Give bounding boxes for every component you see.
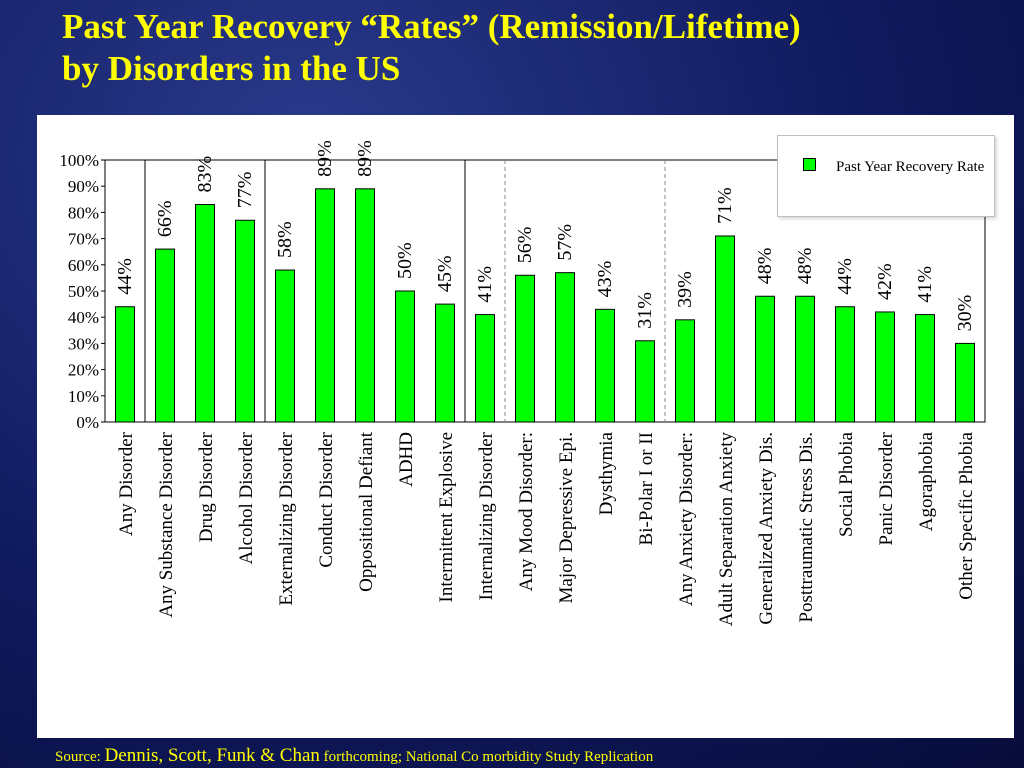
category-label: Generalized Anxiety Dis. <box>756 432 777 625</box>
category-label: Other Specific Phobia <box>956 431 977 599</box>
data-label: 41% <box>914 266 936 303</box>
category-label: Oppositional Defiant <box>356 431 377 592</box>
category-label: Conduct Disorder <box>316 431 337 567</box>
y-tick-label: 100% <box>59 151 99 170</box>
bar <box>755 295 775 423</box>
legend-swatch <box>803 158 816 171</box>
data-label: 44% <box>114 258 136 295</box>
data-label: 83% <box>194 156 216 193</box>
chart-panel: 0% 10% 20% 30% 40% 50% 60% 70% 80% 90% 100% 44% Any … <box>37 115 1014 738</box>
legend-label: Past Year Recovery Rate <box>836 159 985 175</box>
category-label: Social Phobia <box>836 431 857 537</box>
data-label: 56% <box>514 227 536 264</box>
bar <box>315 188 335 423</box>
bar <box>275 269 295 423</box>
category-label: Any Substance Disorder <box>156 431 177 617</box>
bar <box>675 319 695 423</box>
category-label: Agoraphobia <box>916 431 937 531</box>
bar <box>435 303 455 423</box>
category-label: Drug Disorder <box>196 431 217 542</box>
bar <box>195 204 215 423</box>
category-label: ADHD <box>396 432 417 487</box>
bar <box>835 306 855 423</box>
y-tick-label: 10% <box>68 387 99 406</box>
bar <box>875 311 895 423</box>
slide-title: Past Year Recovery “Rates” (Remission/Li… <box>62 6 1012 90</box>
source-citation: Source: Dennis, Scott, Funk & Chan forth… <box>55 745 653 767</box>
data-label: 71% <box>714 187 736 224</box>
category-label: Externalizing Disorder <box>276 431 297 605</box>
bar <box>635 340 655 423</box>
bar <box>475 314 495 423</box>
data-label: 58% <box>274 221 296 258</box>
category-label: Bi-Polar I or II <box>636 432 657 545</box>
bar-chart: 0% 10% 20% 30% 40% 50% 60% 70% 80% 90% 100% 44% Any … <box>59 140 986 627</box>
data-label: 43% <box>594 261 616 298</box>
category-label: Intermittent Explosive <box>436 432 457 602</box>
category-label: Any Disorder <box>116 431 137 536</box>
y-tick-label: 30% <box>68 334 99 353</box>
data-label: 45% <box>434 255 456 292</box>
data-label: 66% <box>154 200 176 237</box>
bar <box>515 274 535 423</box>
y-tick-label: 50% <box>68 282 99 301</box>
y-tick-label: 80% <box>68 203 99 222</box>
bar <box>595 308 615 423</box>
y-tick-label: 90% <box>68 177 99 196</box>
data-label: 89% <box>314 140 336 177</box>
data-label: 89% <box>354 140 376 177</box>
title-line-2: by Disorders in the US <box>62 49 401 88</box>
data-label: 41% <box>474 266 496 303</box>
category-label: Dysthymia <box>596 431 617 515</box>
chart-legend: Past Year Recovery Rate <box>777 135 995 217</box>
data-label: 44% <box>834 258 856 295</box>
data-label: 42% <box>874 263 896 300</box>
y-tick-label: 20% <box>68 361 99 380</box>
bar <box>555 272 575 423</box>
data-label: 77% <box>234 172 256 209</box>
category-label: Any Anxiety Disorder: <box>676 432 697 606</box>
y-tick-label: 40% <box>68 308 99 327</box>
source-prefix: Source: <box>55 749 101 765</box>
data-label: 31% <box>634 292 656 329</box>
category-label: Major Depressive Epi. <box>556 432 577 603</box>
source-rest: forthcoming; National Co morbidity Study… <box>323 749 654 765</box>
bar <box>955 342 975 423</box>
category-label: Alcohol Disorder <box>236 431 257 564</box>
data-label: 57% <box>554 224 576 261</box>
data-label: 50% <box>394 242 416 279</box>
data-label: 48% <box>754 248 776 285</box>
bar <box>155 248 175 423</box>
bar <box>795 295 815 423</box>
bar <box>395 290 415 423</box>
data-label: 48% <box>794 248 816 285</box>
category-label: Internalizing Disorder <box>476 431 497 600</box>
category-label: Posttraumatic Stress Dis. <box>796 432 817 623</box>
bar <box>115 306 135 423</box>
source-authors: Dennis, Scott, Funk & Chan <box>104 745 320 766</box>
category-label: Adult Separation Anxiety <box>716 432 737 627</box>
data-label: 30% <box>954 295 976 332</box>
bar <box>715 235 735 423</box>
y-tick-label: 0% <box>76 413 99 432</box>
y-tick-label: 60% <box>68 256 99 275</box>
bar <box>235 219 255 423</box>
data-label: 39% <box>674 271 696 308</box>
category-label: Panic Disorder <box>876 431 897 545</box>
bar <box>355 188 375 423</box>
title-line-1: Past Year Recovery “Rates” (Remission/Li… <box>62 7 801 46</box>
y-tick-label: 70% <box>68 230 99 249</box>
bar <box>915 314 935 423</box>
category-label: Any Mood Disorder: <box>516 432 537 591</box>
